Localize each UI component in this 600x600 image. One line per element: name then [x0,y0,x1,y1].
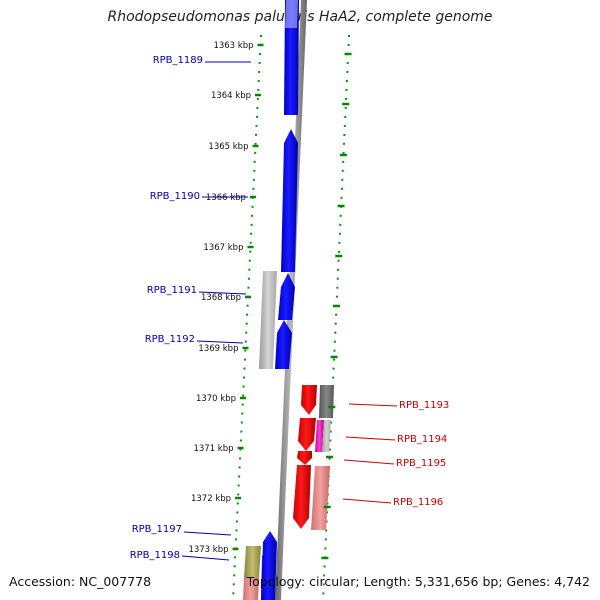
scale-tick-label: 1366 kbp [206,193,246,203]
gene-label-text[interactable]: RPB_1196 [393,497,443,508]
scale-tick: 1367 kbp [203,243,343,258]
gene-label-text[interactable]: RPB_1197 [132,524,182,535]
gene-label-text[interactable]: RPB_1192 [145,334,195,345]
scale-tick: 1370 kbp [196,394,336,409]
gene-label-text[interactable]: RPB_1195 [396,458,446,469]
map-title: Rhodopseudomonas palustris HaA2, complet… [107,9,493,25]
gene-label-text[interactable]: RPB_1190 [150,191,200,202]
scale-tick-label: 1371 kbp [193,444,233,454]
scale-tick: 1363 kbp [213,41,352,56]
scale-tick: 1365 kbp [208,142,347,157]
feature-olive-forward [244,546,261,578]
gene-label-text[interactable]: RPB_1191 [147,285,197,296]
gene-label-rpb-1190[interactable]: RPB_1190 [150,191,248,202]
scale-tick-label: 1368 kbp [201,293,241,303]
gene-rpb-1189-highlight [285,0,298,28]
gene-label-rpb-1198[interactable]: RPB_1198 [130,550,230,561]
scale-tick-label: 1373 kbp [188,545,228,555]
scale-tick-label: 1372 kbp [191,494,231,504]
feature-pink-forward [243,578,259,600]
scale-tick: 1366 kbp [206,193,345,208]
scale-tick: 1371 kbp [193,444,333,459]
scale-tick: 1364 kbp [211,91,350,106]
scale-tick: 1369 kbp [198,344,338,359]
feature-magenta-reverse [315,420,324,452]
scale-tick-label: 1370 kbp [196,394,236,404]
gene-label-rpb-1191[interactable]: RPB_1191 [147,285,247,296]
gene-label-rpb-1197[interactable]: RPB_1197 [132,524,232,536]
gene-label-text[interactable]: RPB_1198 [130,550,180,561]
feature-grey-forward [259,271,277,369]
gene-label-rpb-1192[interactable]: RPB_1192 [145,334,244,345]
gene-rpb-1196[interactable] [293,465,311,529]
scale-tick-label: 1365 kbp [208,142,248,152]
gene-labels: RPB_1189 RPB_1190 RPB_1191 RPB_1192 RPB_1193… [130,55,450,561]
scale-tick-label: 1369 kbp [198,344,238,354]
topology-label: Topology: circular; Length: 5,331,656 bp… [246,574,590,589]
accession-label: Accession: NC_007778 [9,574,152,589]
scale-tick: 1373 kbp [188,545,329,560]
gene-rpb-1189[interactable] [284,0,299,115]
gene-label-rpb-1195[interactable]: RPB_1195 [343,458,446,469]
gene-label-rpb-1194[interactable]: RPB_1194 [345,434,447,445]
gene-rpb-1193[interactable] [301,385,317,415]
feature-grey-reverse [322,420,331,452]
scale-tick: 1368 kbp [201,293,340,308]
inner-track-boundary [232,34,262,600]
gene-label-rpb-1193[interactable]: RPB_1193 [348,400,449,411]
scale-tick: 1372 kbp [191,494,331,509]
gene-rpb-1194[interactable] [298,418,316,451]
scale-tick-label: 1367 kbp [203,243,243,253]
gene-rpb-1191[interactable] [278,273,295,320]
gene-label-text[interactable]: RPB_1194 [397,434,447,445]
gene-label-rpb-1196[interactable]: RPB_1196 [342,497,443,508]
gene-rpb-1195[interactable] [297,451,312,465]
gene-rpb-1190[interactable] [281,129,298,272]
scale-tick-label: 1363 kbp [213,41,253,51]
scale-ticks: 1363 kbp 1364 kbp 1365 kbp 1366 kbp 1367 kbp… [188,41,352,560]
scale-tick-label: 1364 kbp [211,91,251,101]
gene-label-rpb-1189[interactable]: RPB_1189 [153,55,251,66]
gene-rpb-1192[interactable] [275,320,292,369]
feature-pink-reverse [311,466,330,530]
gene-rpb-1198[interactable] [261,546,276,600]
gene-label-text[interactable]: RPB_1193 [399,400,449,411]
feature-dark-reverse [319,385,334,418]
gene-label-text[interactable]: RPB_1189 [153,55,203,66]
